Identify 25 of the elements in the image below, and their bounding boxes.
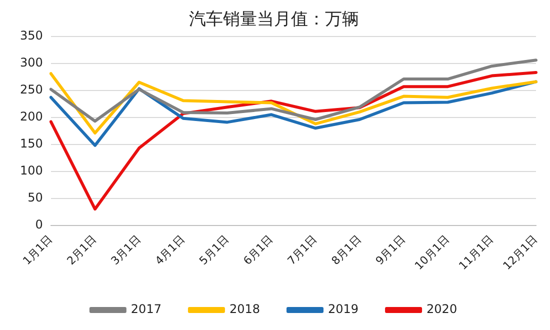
y-tick-label: 100 — [20, 163, 43, 178]
x-tick-label: 9月1日 — [373, 232, 408, 268]
y-tick-label: 250 — [20, 82, 43, 96]
x-tick-label: 2月1日 — [64, 232, 100, 268]
chart-title: 汽车销量当月值：万辆 — [189, 10, 359, 30]
y-tick-label: 50 — [28, 190, 43, 204]
x-tick-label: 1月1日 — [20, 232, 56, 268]
x-tick-label: 10月1日 — [412, 232, 452, 272]
legend-label: 2020 — [426, 302, 458, 316]
x-tick-label: 7月1日 — [284, 232, 320, 268]
y-tick-label: 150 — [20, 136, 43, 150]
legend-label: 2019 — [328, 302, 359, 316]
x-tick-label: 11月1日 — [456, 232, 496, 272]
y-tick-label: 200 — [20, 109, 43, 124]
legend-label: 2017 — [130, 302, 162, 316]
y-tick-label: 350 — [20, 28, 43, 43]
x-tick-label: 5月1日 — [196, 232, 232, 268]
y-tick-label: 0 — [35, 217, 43, 232]
x-tick-label: 8月1日 — [329, 232, 364, 268]
y-tick-label: 300 — [20, 56, 43, 70]
x-tick-label: 6月1日 — [240, 232, 276, 268]
legend-label: 2018 — [229, 302, 260, 316]
x-tick-label: 4月1日 — [152, 232, 188, 268]
x-tick-label: 12月1日 — [500, 232, 540, 272]
x-tick-label: 3月1日 — [108, 232, 144, 268]
